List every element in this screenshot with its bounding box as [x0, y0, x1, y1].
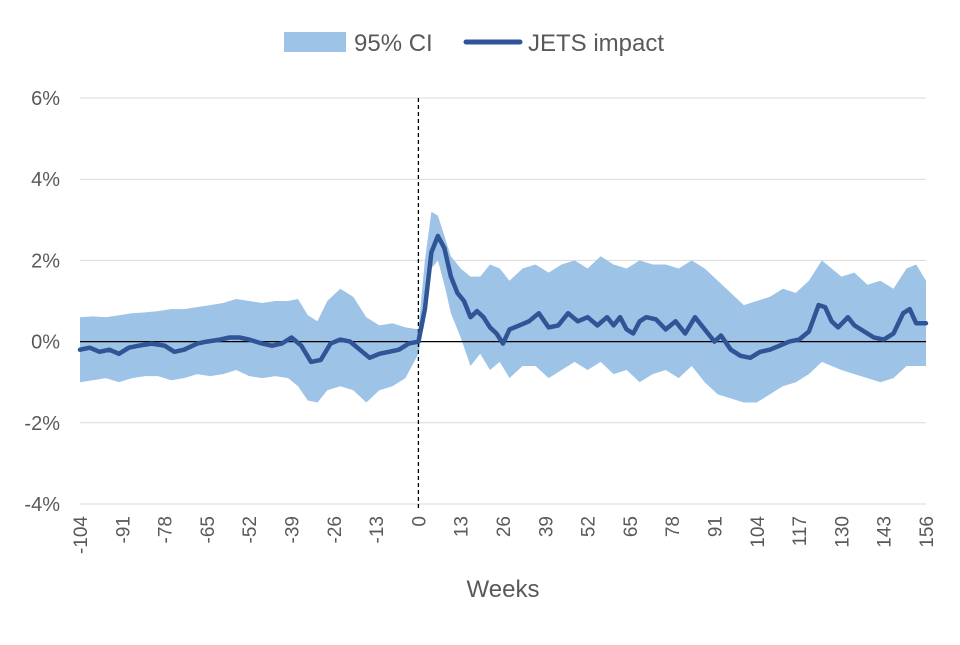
x-axis-title: Weeks: [467, 576, 540, 603]
y-tick-label: -4%: [24, 494, 60, 516]
x-tick-label: -52: [240, 516, 261, 543]
legend-label-ci: 95% CI: [354, 30, 433, 57]
x-tick-label: 91: [706, 516, 727, 537]
x-tick-label: 156: [917, 516, 938, 548]
y-tick-label: 2%: [31, 250, 60, 272]
legend-swatch-ci: [284, 32, 346, 52]
y-tick-label: 6%: [31, 88, 60, 110]
x-tick-label: 52: [579, 516, 600, 537]
x-tick-label: 0: [409, 516, 430, 527]
y-tick-label: -2%: [24, 413, 60, 435]
impact-line-layer: [77, 233, 929, 365]
x-tick-label: -26: [325, 516, 346, 543]
x-tick-label: -104: [71, 516, 92, 554]
y-tick-label: 0%: [31, 332, 60, 354]
x-axis-ticks: -104 -91 -78 -65 -52 -39 -26 -13 0 13 26 39 52 65 78 91…: [71, 516, 938, 554]
x-tick-label: 130: [832, 516, 853, 548]
ci-band-area: [80, 211, 926, 403]
y-tick-label: 4%: [31, 169, 60, 191]
x-tick-label: 26: [494, 516, 515, 537]
x-tick-label: 117: [790, 516, 811, 546]
gridlines: [80, 97, 926, 505]
x-tick-label: -65: [198, 516, 219, 543]
x-tick-label: 65: [621, 516, 642, 537]
jets-impact-line: [77, 233, 929, 365]
x-tick-label: -78: [156, 516, 177, 543]
legend-label-impact: JETS impact: [528, 30, 664, 57]
x-tick-label: 143: [875, 516, 896, 548]
x-tick-label: 78: [663, 516, 684, 537]
x-tick-label: 104: [748, 516, 769, 548]
ci-band-layer: [80, 211, 926, 403]
x-tick-label: -13: [367, 516, 388, 543]
x-tick-label: 13: [452, 516, 473, 537]
y-axis-ticks: -4% -2% 0% 2% 4% 6%: [24, 88, 60, 516]
x-tick-label: 39: [536, 516, 557, 537]
legend: 95% CI JETS impact: [284, 30, 664, 57]
x-tick-label: -91: [113, 516, 134, 543]
x-tick-label: -39: [283, 516, 304, 543]
